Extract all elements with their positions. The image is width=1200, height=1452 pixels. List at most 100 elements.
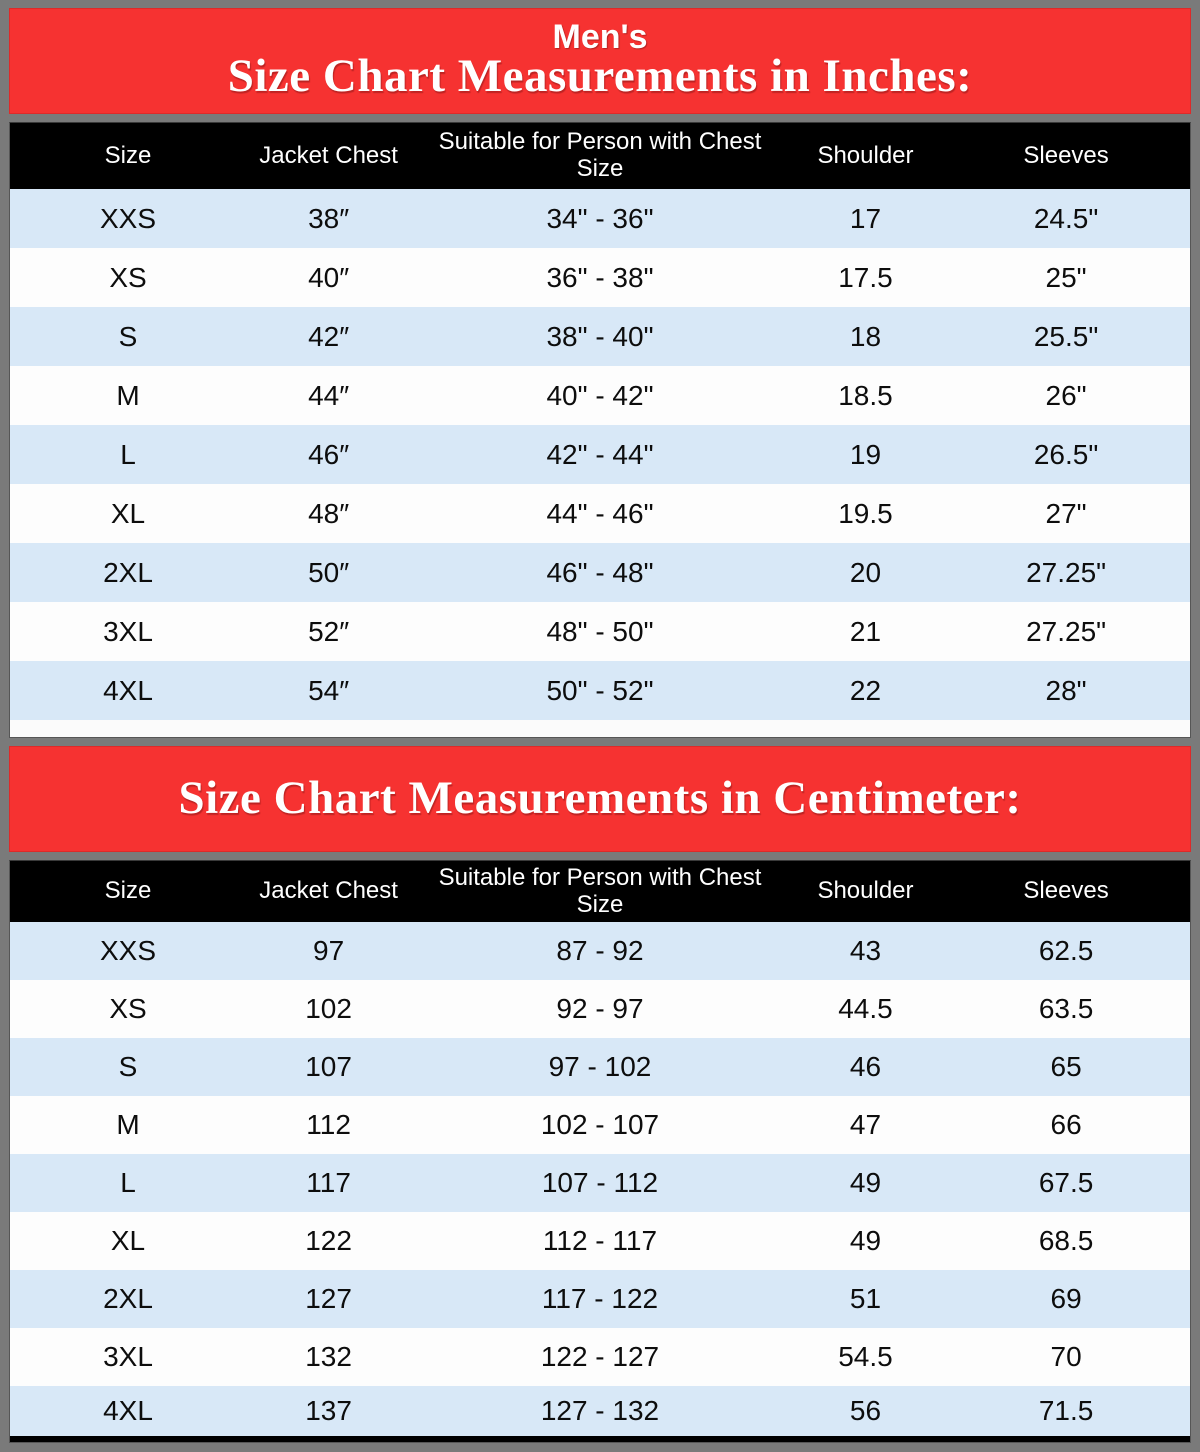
table-cell: 87 - 92: [556, 935, 644, 966]
centimeter-banner-title: Size Chart Measurements in Centimeter:: [178, 772, 1022, 825]
table-cell: 127 - 132: [540, 1395, 660, 1426]
table-cell: 19.5: [838, 497, 893, 529]
table-row: L 46″ 42" - 44" 19 26.5": [10, 425, 1190, 484]
table-cell: 20: [849, 556, 882, 588]
column-header-jacket-chest: Jacket Chest: [259, 141, 398, 169]
table-cell: 44.5: [838, 993, 893, 1024]
table-row: XL 48″ 44" - 46" 19.5 27": [10, 484, 1190, 543]
table-cell: 25": [1045, 261, 1087, 293]
table-row: L 117 107 - 112 49 67.5: [10, 1154, 1190, 1212]
table-cell: 107: [305, 1051, 352, 1082]
table-cell: S: [118, 1051, 138, 1082]
table-cell: 24.5": [1033, 202, 1099, 234]
inches-table: Size Jacket Chest Suitable for Person wi…: [10, 123, 1190, 720]
section-gap: [9, 738, 1191, 746]
table-cell: 97 - 102: [548, 1051, 652, 1082]
table-cell: 27": [1045, 497, 1087, 529]
table-cell: 112 - 117: [542, 1225, 658, 1256]
table-cell: 3XL: [103, 1341, 153, 1372]
table-row: S 42″ 38" - 40" 18 25.5": [10, 307, 1190, 366]
table-row: XS 40″ 36" - 38" 17.5 25": [10, 248, 1190, 307]
table-cell: 21: [849, 615, 882, 647]
inches-banner: Men's Size Chart Measurements in Inches:: [9, 8, 1191, 114]
table-cell: 38″: [308, 202, 350, 234]
column-header-suitable-chest-size: Suitable for Person with Chest Size: [438, 128, 762, 182]
centimeter-banner: Size Chart Measurements in Centimeter:: [9, 746, 1191, 852]
inches-banner-title: Size Chart Measurements in Inches:: [227, 50, 973, 103]
table-row: 2XL 50″ 46" - 48" 20 27.25": [10, 543, 1190, 602]
table-cell: 26.5": [1033, 438, 1099, 470]
inches-table-wrap: Size Jacket Chest Suitable for Person wi…: [9, 122, 1191, 738]
table-cell: 48" - 50": [546, 615, 654, 647]
table-cell: 27.25": [1026, 556, 1107, 588]
table-cell: 28": [1045, 674, 1087, 706]
table-row: M 44″ 40" - 42" 18.5 26": [10, 366, 1190, 425]
table-cell: 50" - 52": [546, 674, 654, 706]
table-cell: 38" - 40": [546, 320, 654, 352]
table-cell: S: [118, 320, 138, 352]
column-header-shoulder: Shoulder: [817, 141, 914, 169]
table-row: 4XL 54″ 50" - 52" 22 28": [10, 661, 1190, 720]
table-cell: 4XL: [103, 674, 153, 706]
centimeter-chart-section: Size Chart Measurements in Centimeter: S…: [9, 746, 1191, 1443]
column-header-sleeves: Sleeves: [1023, 141, 1109, 169]
table-cell: XL: [110, 1225, 146, 1256]
table-cell: L: [120, 1167, 136, 1198]
table-cell: 4XL: [103, 1395, 153, 1426]
table-cell: 2XL: [103, 1283, 153, 1314]
column-header-sleeves: Sleeves: [1023, 877, 1109, 905]
table-cell: 102 - 107: [540, 1109, 660, 1140]
table-row: 2XL 127 117 - 122 51 69: [10, 1270, 1190, 1328]
table-row: XS 102 92 - 97 44.5 63.5: [10, 980, 1190, 1038]
table-cell: 50″: [308, 556, 350, 588]
table-cell: 47: [849, 1109, 882, 1140]
table-cell: 69: [1050, 1283, 1082, 1314]
table-cell: 44" - 46": [546, 497, 654, 529]
table-cell: 62.5: [1038, 935, 1094, 966]
table-cell: 52″: [308, 615, 350, 647]
table-cell: 112: [306, 1109, 351, 1140]
table-cell: 49: [849, 1225, 882, 1256]
table-row: XL 122 112 - 117 49 68.5: [10, 1212, 1190, 1270]
column-header-shoulder: Shoulder: [817, 877, 914, 905]
table-cell: 36" - 38": [546, 261, 654, 293]
table-cell: 51: [849, 1283, 882, 1314]
centimeter-table-wrap: Size Jacket Chest Suitable for Person wi…: [9, 860, 1191, 1443]
table-cell: 49: [849, 1167, 882, 1198]
table-cell: 54.5: [838, 1341, 893, 1372]
table-cell: 40″: [308, 261, 350, 293]
table-cell: 97: [313, 935, 345, 966]
centimeter-header-row: Size Jacket Chest Suitable for Person wi…: [10, 861, 1190, 922]
table-cell: 22: [849, 674, 882, 706]
table-cell: 18: [849, 320, 882, 352]
inches-banner-pretitle: Men's: [552, 17, 648, 56]
table-cell: 122: [305, 1225, 352, 1256]
table-cell: 122 - 127: [540, 1341, 660, 1372]
table-cell: 26": [1045, 379, 1087, 411]
table-cell: 17.5: [838, 261, 893, 293]
table-cell: XL: [110, 497, 146, 529]
table-row: XXS 38″ 34" - 36" 17 24.5": [10, 189, 1190, 248]
table-cell: 71.5: [1038, 1395, 1094, 1426]
table-row: 3XL 132 122 - 127 54.5 70: [10, 1328, 1190, 1386]
centimeter-table: Size Jacket Chest Suitable for Person wi…: [10, 861, 1190, 1436]
inches-header-row: Size Jacket Chest Suitable for Person wi…: [10, 123, 1190, 189]
table-cell: 67.5: [1038, 1167, 1094, 1198]
table-cell: 132: [305, 1341, 352, 1372]
table-cell: 68.5: [1038, 1225, 1094, 1256]
column-header-suitable-chest-size: Suitable for Person with Chest Size: [438, 863, 762, 918]
table-row: 3XL 52″ 48" - 50" 21 27.25": [10, 602, 1190, 661]
inches-chart-section: Men's Size Chart Measurements in Inches:…: [9, 8, 1191, 738]
table-cell: 46" - 48": [546, 556, 654, 588]
table-cell: 137: [305, 1395, 352, 1426]
table-cell: 70: [1050, 1341, 1082, 1372]
column-header-jacket-chest: Jacket Chest: [259, 877, 398, 905]
table-cell: XS: [109, 261, 147, 293]
table-cell: L: [120, 438, 136, 470]
table-cell: XXS: [99, 935, 157, 966]
table-cell: 17: [849, 202, 882, 234]
table-cell: 117 - 122: [541, 1283, 659, 1314]
table-cell: 65: [1050, 1051, 1082, 1082]
table-cell: 54″: [308, 674, 350, 706]
